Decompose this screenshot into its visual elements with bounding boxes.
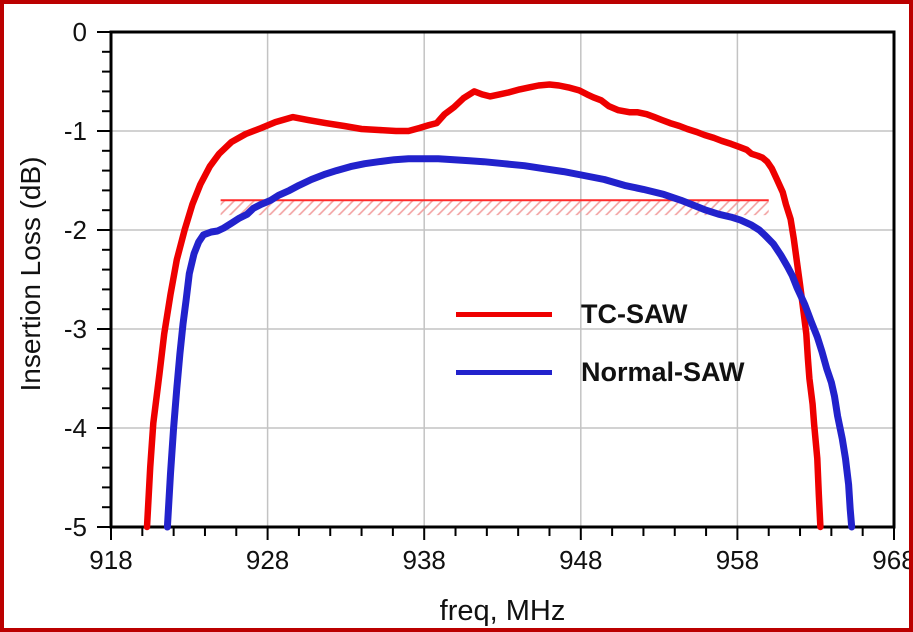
x-tick-label: 918 xyxy=(89,545,133,575)
y-tick-label: -1 xyxy=(63,116,87,146)
y-tick-label: -5 xyxy=(63,512,87,542)
y-tick-label: -3 xyxy=(63,314,87,344)
gridlines xyxy=(111,32,894,527)
y-axis-title: Insertion Loss (dB) xyxy=(15,156,46,392)
legend-item-normal-saw: Normal-SAW xyxy=(456,357,745,387)
x-tick-label: 948 xyxy=(559,545,603,575)
x-tick-label: 928 xyxy=(245,545,290,575)
x-tick-label: 958 xyxy=(715,545,760,575)
data-curves xyxy=(143,81,856,531)
y-tick-label: -2 xyxy=(63,215,87,245)
tc-saw-label: TC-SAW xyxy=(581,298,688,329)
plot-frame xyxy=(109,30,896,529)
x-axis-title: freq, MHz xyxy=(439,595,566,627)
x-tick-label: 938 xyxy=(402,545,446,575)
axis-ticks xyxy=(97,31,895,540)
normal-saw-line-swatch xyxy=(456,369,552,375)
tc-saw-line-swatch xyxy=(456,311,552,317)
x-tick-label: 968 xyxy=(872,545,913,575)
y-tick-label: -4 xyxy=(63,413,87,443)
legend: TC-SAW Normal-SAW xyxy=(456,299,745,387)
plot-canvas xyxy=(97,30,896,540)
normal-saw-label: Normal-SAW xyxy=(581,356,745,387)
y-tick-label: 0 xyxy=(72,17,87,47)
legend-item-tc-saw: TC-SAW xyxy=(456,299,745,329)
